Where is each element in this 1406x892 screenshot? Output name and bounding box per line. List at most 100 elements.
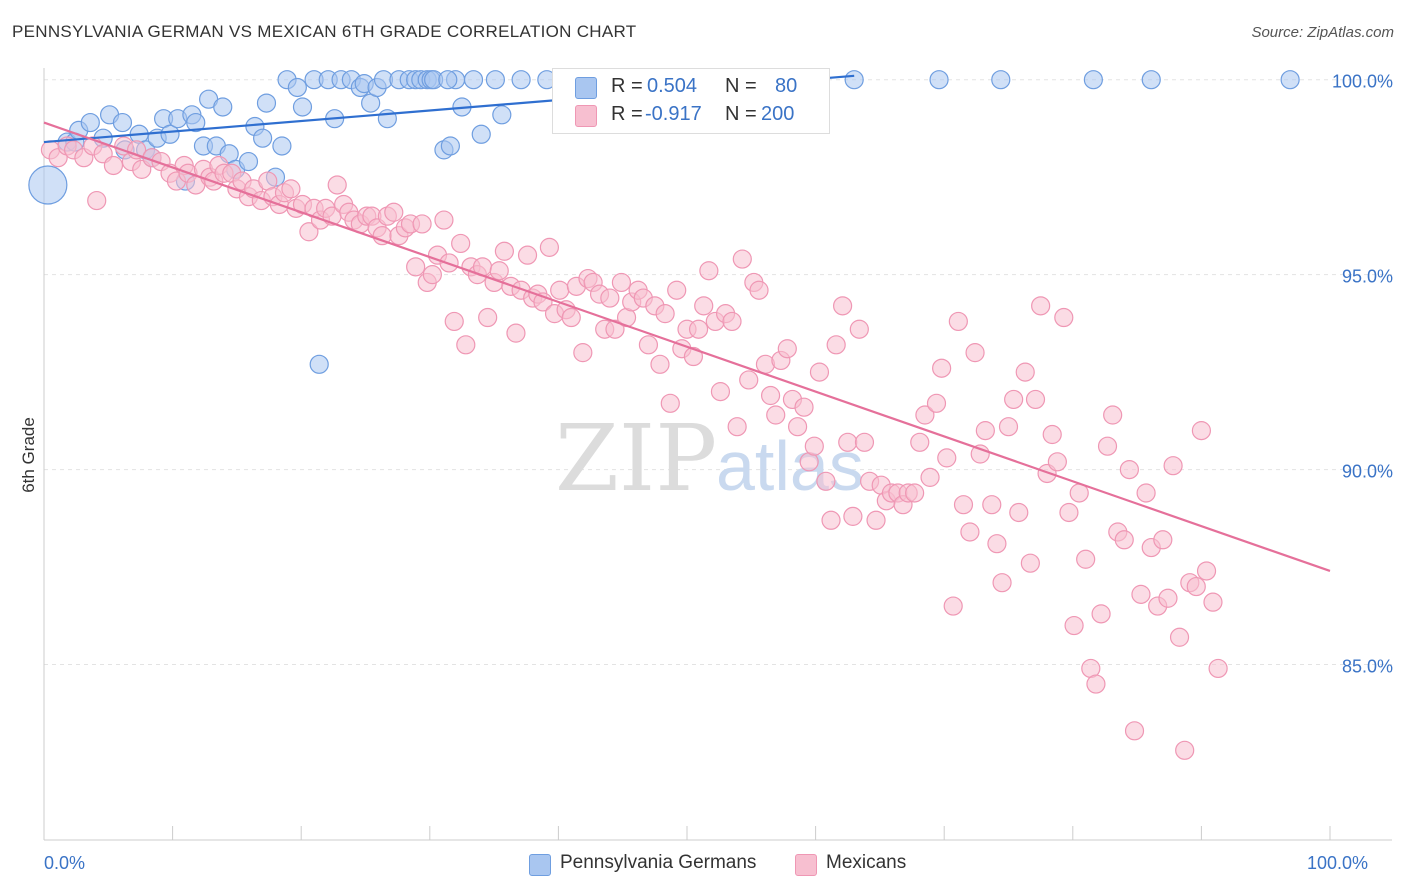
mexican-point (699, 261, 719, 281)
mexican-point (87, 190, 107, 211)
mexican-point (866, 510, 886, 530)
pennsylvania-german-point (186, 112, 206, 133)
mexican-point (937, 448, 957, 468)
mexican-point (444, 311, 464, 332)
mexican-point (722, 311, 742, 332)
mexican-point (406, 257, 426, 277)
mexican-point (667, 280, 687, 300)
chart-title: PENNSYLVANIA GERMAN VS MEXICAN 6TH GRADE… (12, 22, 637, 41)
watermark: ZIP atlas (555, 405, 864, 512)
y-tick-label: 100.0% (1332, 72, 1393, 92)
mexican-point (833, 296, 853, 316)
pennsylvania-german-point (991, 70, 1011, 90)
mexican-point (456, 335, 476, 355)
legend-r-label: R = (611, 75, 643, 97)
mexican-point (422, 265, 442, 285)
mexican-point (926, 393, 947, 413)
legend-n-value: 200 (761, 103, 795, 125)
pennsylvania-german-point (309, 354, 329, 374)
mexican-point (710, 382, 731, 402)
mexican-point (694, 296, 714, 316)
legend-r-label: R = (611, 103, 643, 125)
y-axis-tick-labels: 100.0% 95.0% 90.0% 85.0% (1332, 72, 1393, 677)
x-axis-ticks (43, 826, 1331, 840)
mexican-point (992, 573, 1012, 593)
legend-n-value: 80 (775, 75, 798, 97)
pennsylvania-german-point (1141, 70, 1161, 90)
bottom-legend-label: Mexicans (826, 852, 907, 873)
pennsylvania-german-point (844, 70, 864, 90)
legend-r-value: 0.504 (647, 75, 698, 97)
mexican-point (1163, 456, 1183, 476)
mexican-point (804, 436, 824, 456)
x-axis-tick-labels: 0.0% 100.0% (44, 853, 1368, 873)
mexican-point (327, 175, 347, 195)
pennsylvania-german-point (287, 77, 307, 98)
mexican-point (638, 335, 659, 355)
pennsylvania-german-point (292, 97, 313, 117)
mexican-point (1119, 459, 1139, 480)
mexican-point (777, 339, 797, 359)
legend-n-label: N = (725, 103, 757, 125)
pennsylvania-german-point (485, 70, 505, 90)
mexican-point (943, 596, 963, 616)
mexican-point (605, 319, 625, 339)
mexican-point (749, 280, 769, 300)
mexican-point (732, 249, 752, 269)
mexican-point (489, 261, 509, 281)
mexican-point (611, 272, 632, 293)
mexican-point (683, 346, 704, 367)
pennsylvania-german-point (511, 70, 531, 90)
mexican-point (660, 393, 680, 413)
mexican-point (1097, 436, 1118, 456)
mexican-point (299, 222, 319, 242)
bottom-legend-swatch-pink (795, 854, 817, 876)
mexican-point (650, 354, 670, 374)
mexican-point (1054, 307, 1074, 328)
mexican-point (1136, 483, 1156, 503)
mexican-point (1059, 502, 1079, 523)
mexican-point (1153, 530, 1173, 550)
mexican-point (998, 417, 1019, 437)
mexican-point (1091, 604, 1111, 624)
mexican-point (816, 471, 836, 491)
mexican-point (573, 343, 593, 363)
pennsylvania-german-point (253, 128, 273, 148)
mexican-point (766, 405, 786, 425)
mexican-point (1191, 421, 1212, 441)
y-axis-label: 6th Grade (19, 417, 38, 493)
mexican-point (920, 467, 940, 487)
trend-line-mexicans (43, 121, 1331, 573)
mexican-point (1015, 362, 1035, 382)
mexican-point (1124, 721, 1145, 741)
mexican-point (794, 397, 814, 417)
mexican-point (281, 179, 301, 199)
mexican-point (1169, 627, 1190, 647)
mexican-point (953, 495, 974, 515)
pennsylvania-german-point (256, 93, 277, 113)
correlation-legend: R = 0.504 N = 80 R = -0.917 N = 200 (552, 68, 830, 134)
pennsylvania-german-point (272, 136, 292, 156)
pennsylvania-german-point (463, 70, 484, 90)
pennsylvania-german-point (929, 70, 949, 90)
watermark-zip: ZIP (555, 405, 717, 512)
mexican-point (506, 323, 526, 343)
mexican-point (1076, 549, 1096, 569)
x-tick-label: 100.0% (1307, 853, 1368, 873)
mexican-point (982, 495, 1002, 515)
mexican-point (550, 280, 570, 300)
y-tick-label: 95.0% (1342, 267, 1393, 287)
x-tick-label: 0.0% (44, 853, 85, 873)
mexican-point (932, 358, 952, 378)
mexican-point (727, 417, 747, 437)
mexican-point (910, 432, 930, 452)
mexican-point (1086, 674, 1106, 694)
mexican-point (1103, 405, 1123, 425)
mexican-point (826, 335, 846, 355)
mexican-point (655, 304, 675, 324)
mexican-point (539, 237, 559, 257)
pennsylvania-german-point (112, 112, 133, 133)
pennsylvania-german-point (440, 136, 460, 156)
mexican-point (843, 506, 863, 526)
pennsylvania-german-point (213, 97, 233, 117)
